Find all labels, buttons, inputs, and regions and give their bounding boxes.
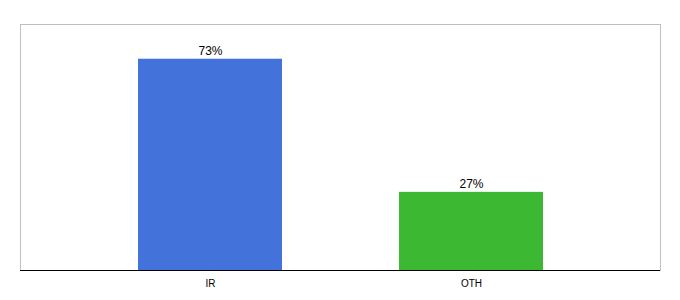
svg-text:73%: 73% [198, 44, 222, 58]
svg-text:OTH: OTH [461, 278, 482, 289]
svg-text:27%: 27% [459, 177, 483, 191]
svg-text:IR: IR [206, 278, 216, 289]
